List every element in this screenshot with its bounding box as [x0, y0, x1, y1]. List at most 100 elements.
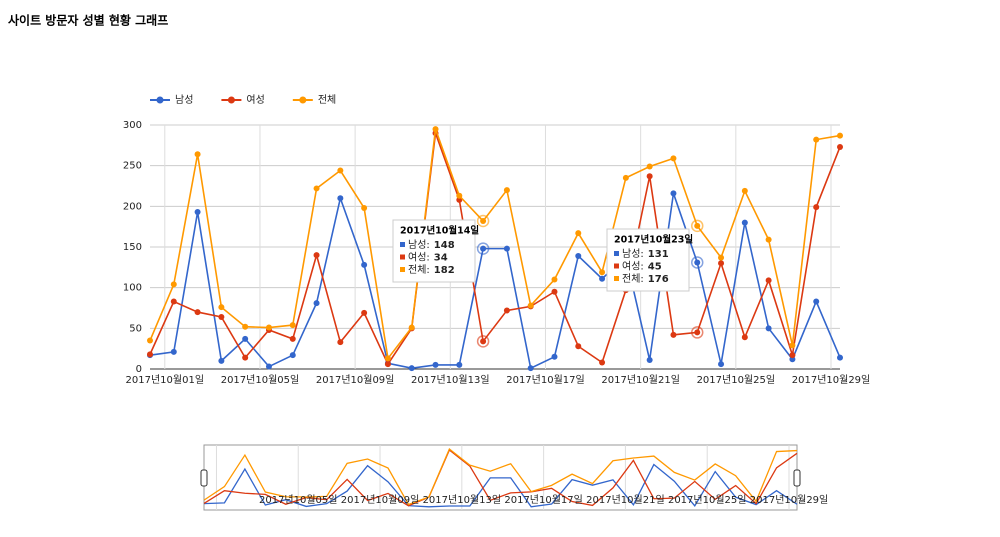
data-point — [527, 365, 534, 372]
data-point — [384, 361, 391, 368]
tooltip-value: 45 — [648, 262, 662, 273]
data-point — [432, 361, 439, 368]
data-point — [194, 209, 201, 216]
data-point — [432, 126, 439, 133]
range-tick-label: 2017년10월09일 — [341, 494, 420, 506]
data-point — [361, 261, 368, 268]
tooltip-title: 2017년10월23일 — [614, 234, 693, 246]
x-tick-label: 2017년10월09일 — [316, 374, 395, 386]
data-point — [242, 323, 249, 330]
data-point — [813, 298, 820, 305]
series-line — [149, 128, 841, 361]
data-point — [456, 361, 463, 368]
tooltip-swatch — [614, 251, 619, 256]
data-point — [337, 167, 344, 174]
data-point — [480, 245, 487, 252]
data-point — [718, 254, 725, 261]
data-point — [408, 324, 415, 331]
data-point — [337, 339, 344, 346]
data-point — [503, 307, 510, 314]
range-tick-label: 2017년10월21일 — [586, 494, 665, 506]
data-point — [718, 260, 725, 267]
legend-dot — [227, 96, 235, 104]
data-point — [646, 163, 653, 170]
data-point — [361, 309, 368, 316]
tooltip-swatch — [400, 267, 405, 272]
data-point — [765, 277, 772, 284]
data-point — [837, 354, 843, 361]
data-point — [527, 302, 534, 309]
highlight-ring — [690, 256, 704, 269]
y-tick-label: 300 — [123, 120, 142, 131]
range-tick-label: 2017년10월17일 — [504, 494, 583, 506]
tooltip-label: 전체: — [408, 264, 430, 276]
tooltip-label: 남성: — [622, 248, 644, 260]
data-point — [456, 192, 463, 199]
chart-title: 사이트 방문자 성별 현황 그래프 — [8, 13, 168, 28]
data-point — [265, 363, 272, 370]
data-point — [765, 236, 772, 243]
data-point — [765, 325, 772, 332]
data-point — [789, 352, 796, 359]
data-point — [646, 357, 653, 364]
data-point — [147, 337, 153, 344]
legend-label: 전체 — [318, 94, 336, 106]
data-point — [741, 334, 748, 341]
y-tick-label: 250 — [123, 161, 142, 172]
data-point — [170, 298, 177, 305]
data-point — [503, 245, 510, 252]
y-tick-label: 150 — [123, 242, 142, 253]
range-tick-label: 2017년10월05일 — [259, 494, 338, 506]
highlight-ring — [476, 335, 490, 348]
highlight-ring — [476, 214, 490, 228]
data-point — [551, 276, 558, 283]
data-point — [313, 185, 320, 192]
data-point — [242, 335, 249, 342]
legend-label: 여성 — [246, 94, 264, 106]
data-point — [218, 357, 225, 364]
x-tick-label: 2017년10월25일 — [697, 374, 776, 386]
data-point — [670, 155, 677, 162]
data-point — [313, 300, 320, 307]
data-point — [622, 174, 629, 181]
data-point — [384, 355, 391, 362]
data-point — [813, 136, 820, 143]
y-tick-label: 200 — [123, 201, 142, 212]
tooltip-label: 남성: — [408, 239, 430, 251]
range-handle — [793, 469, 801, 487]
range-tick-label: 2017년10월25일 — [668, 494, 747, 506]
data-point — [837, 143, 843, 150]
tooltip-label: 전체: — [622, 273, 644, 285]
series-line — [203, 463, 798, 508]
data-point — [694, 329, 701, 336]
x-tick-label: 2017년10월05일 — [221, 374, 300, 386]
data-point — [694, 259, 701, 266]
data-point — [194, 309, 201, 316]
range-tick-label: 2017년10월29일 — [750, 494, 829, 506]
data-point — [599, 359, 606, 366]
x-tick-label: 2017년10월21일 — [601, 374, 680, 386]
data-point — [170, 348, 177, 355]
data-point — [813, 204, 820, 211]
data-point — [480, 217, 487, 224]
range-handle — [200, 469, 208, 487]
data-point — [313, 252, 320, 259]
data-point — [194, 151, 201, 158]
tooltip-title: 2017년10월14일 — [400, 225, 479, 237]
tooltip-value: 148 — [434, 240, 455, 251]
highlight-ring — [690, 219, 704, 233]
tooltip-swatch — [614, 263, 619, 269]
tooltip-swatch — [614, 276, 619, 281]
x-tick-label: 2017년10월17일 — [506, 374, 585, 386]
data-point — [265, 324, 272, 331]
series-line — [203, 448, 798, 507]
tooltip-box — [606, 228, 690, 292]
data-point — [599, 275, 606, 282]
series-line — [149, 193, 841, 370]
tooltip-label: 여성: — [622, 261, 644, 273]
y-tick-label: 50 — [129, 323, 142, 334]
data-point — [480, 338, 487, 345]
data-point — [289, 322, 296, 329]
data-point — [599, 269, 606, 276]
